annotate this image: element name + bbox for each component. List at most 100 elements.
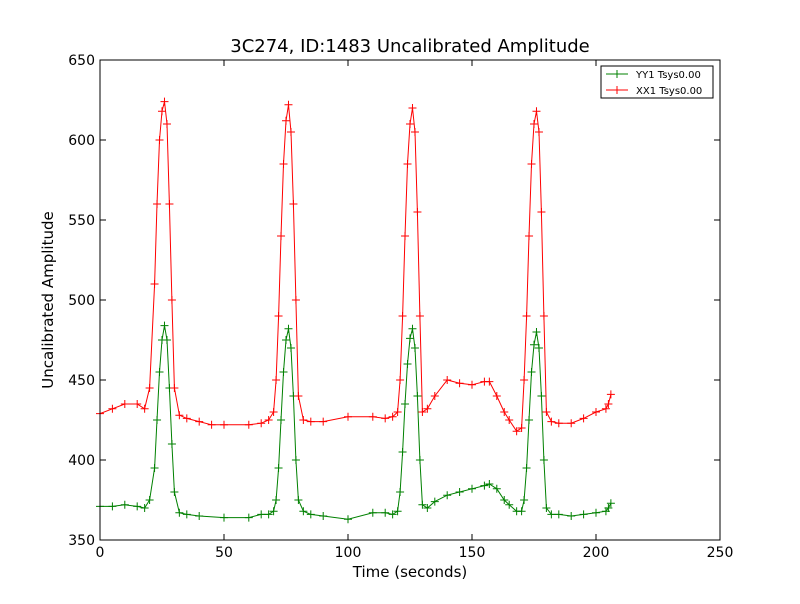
data-point: [244, 420, 253, 429]
data-point: [175, 411, 184, 420]
data-point: [579, 414, 588, 423]
data-point: [195, 417, 204, 426]
data-point: [606, 390, 615, 399]
data-point: [145, 496, 154, 504]
data-point: [534, 128, 543, 136]
data-point: [158, 107, 166, 116]
data-point: [381, 414, 390, 423]
data-point: [413, 208, 422, 216]
data-point: [388, 510, 397, 519]
data-point: [410, 344, 419, 352]
data-point: [539, 456, 548, 464]
y-axis-label: Uncalibrated Amplitude: [39, 211, 57, 388]
data-point: [554, 419, 563, 428]
data-point: [537, 392, 546, 400]
data-point: [108, 404, 117, 413]
data-point: [415, 312, 424, 320]
data-point: [150, 464, 159, 472]
data-point: [455, 379, 464, 388]
data-point: [430, 497, 439, 506]
data-point: [413, 392, 422, 400]
data-point: [257, 510, 266, 519]
data-point: [289, 200, 298, 208]
data-point: [120, 500, 129, 509]
data-point: [277, 416, 286, 424]
data-point: [162, 120, 171, 128]
data-point: [294, 392, 303, 400]
data-point: [567, 419, 576, 428]
chart-title: 3C274, ID:1483 Uncalibrated Amplitude: [230, 36, 589, 57]
data-point: [264, 416, 273, 424]
data-point: [522, 312, 531, 320]
data-point: [537, 208, 546, 216]
data-point: [368, 508, 377, 517]
data-point: [468, 484, 476, 493]
data-point: [530, 120, 538, 128]
data-point: [455, 488, 464, 496]
data-point: [306, 417, 315, 426]
data-point: [398, 312, 407, 320]
y-tick-label: 350: [68, 533, 95, 549]
data-point: [401, 232, 410, 240]
data-point: [284, 324, 293, 333]
data-point: [398, 448, 407, 456]
data-point: [547, 510, 556, 519]
data-point: [291, 456, 300, 464]
data-point: [294, 496, 303, 504]
x-tick-label: 200: [583, 545, 610, 561]
data-point: [396, 488, 405, 496]
data-point: [408, 104, 417, 112]
data-point: [604, 400, 613, 408]
data-point: [344, 412, 352, 421]
legend: YY1 Tsys0.00 XX1 Tsys0.00: [600, 65, 714, 99]
data-point: [485, 377, 494, 386]
data-point: [269, 507, 278, 516]
y-tick-label: 500: [68, 293, 95, 309]
data-point: [443, 491, 452, 500]
data-point: [269, 408, 278, 416]
data-point: [150, 280, 159, 288]
data-point: [272, 496, 281, 504]
data-point: [279, 160, 288, 168]
data-point: [530, 340, 538, 349]
data-point: [500, 408, 509, 416]
y-tick-label: 600: [68, 133, 95, 149]
data-point: [182, 510, 191, 519]
x-tick-label: 50: [215, 545, 233, 561]
x-tick-label: 150: [459, 545, 486, 561]
legend-item: YY1 Tsys0.00: [606, 70, 701, 81]
data-point: [534, 344, 543, 352]
data-point: [286, 128, 295, 136]
x-tick-label: 250: [707, 545, 734, 561]
data-point: [406, 334, 414, 343]
legend-marker: [613, 70, 621, 78]
data-point: [272, 376, 281, 384]
data-point: [133, 502, 142, 511]
data-point: [592, 408, 600, 416]
data-point: [492, 392, 501, 400]
legend-label: XX1 Tsys0.00: [636, 86, 702, 97]
data-point: [299, 416, 308, 424]
axis-ticks: 0 50 100 150 200 250 350 400 450 500 550 600 650: [68, 53, 733, 561]
data-point: [108, 502, 117, 511]
data-point: [547, 417, 556, 426]
legend-marker: [613, 86, 621, 94]
data-point: [423, 404, 432, 413]
data-point: [403, 160, 412, 168]
data-point: [160, 97, 169, 106]
data-point: [522, 464, 531, 472]
data-point: [220, 420, 228, 429]
legend-item: XX1 Tsys0.00: [606, 86, 702, 97]
data-point: [282, 116, 290, 125]
y-tick-label: 450: [68, 373, 95, 389]
data-point: [517, 424, 526, 432]
data-point: [592, 508, 600, 517]
data-point: [274, 464, 283, 472]
data-point: [140, 404, 149, 413]
data-point: [274, 312, 283, 320]
data-point: [160, 321, 169, 330]
data-point: [542, 408, 551, 416]
data-point: [153, 200, 162, 208]
series-1: [96, 321, 615, 524]
